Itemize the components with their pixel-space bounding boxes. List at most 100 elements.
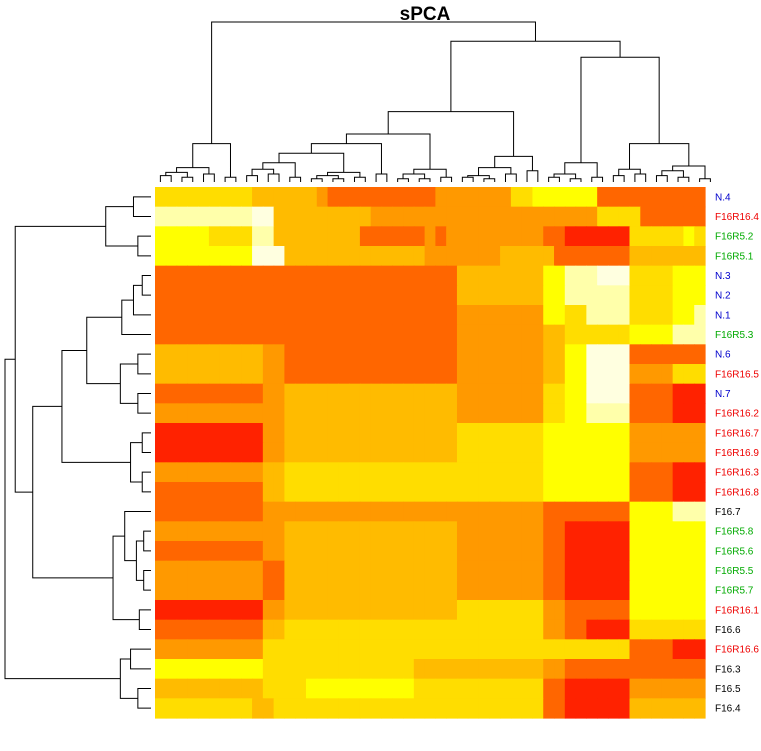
heatmap-cell (532, 226, 544, 247)
heatmap-cell (489, 403, 501, 424)
heatmap-cell (510, 678, 523, 699)
heatmap-cell (413, 600, 426, 621)
heatmap-cell (262, 619, 275, 640)
heatmap-cell (241, 423, 253, 444)
row-label: F16R16.7 (715, 428, 759, 439)
heatmap-cell (683, 344, 695, 365)
heatmap-cell (467, 678, 480, 699)
heatmap-cell (446, 206, 458, 227)
heatmap-cell (155, 423, 167, 444)
heatmap-cell (489, 600, 501, 621)
heatmap-cell (564, 246, 577, 267)
heatmap-cell (554, 324, 566, 345)
heatmap-cell (446, 501, 458, 522)
heatmap-cell (564, 364, 577, 385)
heatmap-cell (327, 698, 339, 719)
dendrogram-branch (165, 171, 188, 178)
heatmap-cell (262, 226, 275, 247)
heatmap-cell (683, 541, 695, 562)
heatmap-cell (618, 403, 631, 424)
heatmap-cell (618, 285, 631, 306)
heatmap-cell (176, 659, 188, 680)
heatmap-cell (327, 541, 339, 562)
heatmap-cell (241, 600, 253, 621)
heatmap-cell (467, 305, 480, 326)
heatmap-cell (456, 482, 469, 503)
heatmap-cell (435, 305, 447, 326)
heatmap-cell (694, 501, 706, 522)
heatmap-cell (607, 482, 620, 503)
heatmap-cell (629, 187, 641, 208)
heatmap-cell (672, 560, 685, 581)
heatmap-cell (651, 383, 663, 404)
dendrogram-branch (634, 173, 647, 182)
heatmap-cell (467, 698, 480, 719)
heatmap-cell (305, 403, 318, 424)
heatmap-cell (413, 206, 426, 227)
heatmap-cell (500, 403, 512, 424)
heatmap-cell (208, 265, 221, 286)
heatmap-cell (403, 560, 415, 581)
heatmap-cell (500, 659, 512, 680)
heatmap-cell (295, 364, 307, 385)
heatmap-cell (607, 305, 620, 326)
heatmap-cell (489, 423, 501, 444)
heatmap-cell (241, 403, 253, 424)
heatmap-cell (467, 344, 480, 365)
dendrogram-branch (143, 530, 151, 552)
heatmap-cell (629, 482, 641, 503)
heatmap-cell (241, 501, 253, 522)
heatmap-cell (694, 521, 706, 542)
heatmap-cell (349, 403, 361, 424)
heatmap-cell (564, 305, 577, 326)
heatmap-cell (241, 541, 253, 562)
heatmap-cell (683, 600, 695, 621)
heatmap-cell (403, 659, 415, 680)
heatmap-cell (316, 206, 329, 227)
heatmap-cell (284, 541, 296, 562)
heatmap-cell (532, 187, 544, 208)
heatmap-cell (252, 482, 264, 503)
heatmap-cell (370, 305, 383, 326)
dendrogram-branch (86, 316, 122, 385)
heatmap-cell (316, 482, 329, 503)
heatmap-cell (489, 344, 501, 365)
heatmap-cell (543, 423, 555, 444)
heatmap-cell (208, 501, 221, 522)
heatmap-cell (155, 344, 167, 365)
heatmap-cell (273, 600, 286, 621)
heatmap-cell (230, 383, 242, 404)
heatmap-cell (597, 462, 609, 483)
heatmap-cell (208, 482, 221, 503)
heatmap-cell (424, 639, 436, 660)
heatmap-cell (694, 462, 706, 483)
heatmap-cell (241, 678, 253, 699)
heatmap-cell (424, 541, 436, 562)
heatmap-cell (683, 501, 695, 522)
heatmap-cell (424, 678, 436, 699)
heatmap-cell (672, 187, 685, 208)
heatmap-cell (575, 206, 587, 227)
heatmap-cell (262, 501, 275, 522)
heatmap-cell (586, 187, 598, 208)
heatmap-cell (640, 206, 652, 227)
heatmap-cell (467, 364, 480, 385)
heatmap-cell (338, 324, 350, 345)
heatmap-cell (327, 659, 339, 680)
heatmap-cell (521, 580, 534, 601)
heatmap-cell (424, 305, 436, 326)
heatmap-cell (295, 285, 307, 306)
heatmap-cell (435, 265, 447, 286)
heatmap-cell (187, 442, 199, 463)
heatmap-cell (273, 580, 286, 601)
heatmap-cell (165, 442, 178, 463)
heatmap-cell (284, 423, 296, 444)
heatmap-cell (435, 482, 447, 503)
heatmap-cell (446, 560, 458, 581)
heatmap-cell (392, 383, 404, 404)
dendrogram-branch (181, 176, 194, 182)
row-label: F16R5.5 (715, 566, 754, 577)
heatmap-cell (694, 442, 706, 463)
heatmap-cell (510, 698, 523, 719)
heatmap-cell (629, 501, 641, 522)
